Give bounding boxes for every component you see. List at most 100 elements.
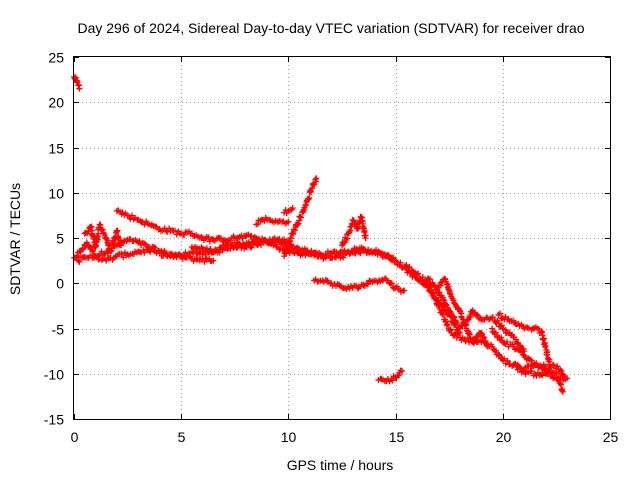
data-point [118, 242, 125, 249]
data-point [496, 352, 503, 359]
data-point [308, 185, 315, 192]
data-point [74, 252, 81, 259]
data-point [539, 372, 546, 379]
data-point [466, 331, 473, 338]
data-point [182, 249, 189, 256]
data-point [542, 342, 549, 349]
data-point [540, 335, 547, 342]
y-axis-label: SDTVAR / TECUs [7, 183, 23, 295]
data-point [210, 257, 217, 264]
y-tick-label: -5 [52, 322, 65, 338]
data-point [227, 245, 234, 252]
data-point [115, 235, 122, 242]
data-point [445, 286, 452, 293]
data-point [554, 363, 561, 370]
data-point [462, 321, 469, 328]
data-point [406, 264, 413, 271]
data-point [399, 368, 406, 375]
data-point [540, 336, 547, 343]
data-point [471, 340, 478, 347]
data-point [285, 218, 292, 225]
data-point [289, 230, 296, 237]
data-point [430, 282, 437, 289]
y-tick-label: 25 [48, 50, 64, 66]
data-point [76, 85, 83, 92]
data-point [401, 287, 408, 294]
data-point [462, 338, 469, 345]
data-point [181, 231, 188, 238]
data-point [261, 217, 268, 224]
data-point [559, 386, 566, 393]
data-point [436, 289, 443, 296]
data-point [528, 368, 535, 375]
data-point [414, 271, 421, 278]
data-point [440, 311, 447, 318]
data-point [248, 232, 255, 239]
data-point [504, 357, 511, 364]
data-point [89, 247, 96, 254]
data-point [76, 258, 83, 265]
data-point [306, 195, 313, 202]
data-point [514, 361, 521, 368]
data-point [392, 257, 399, 264]
data-point [390, 254, 397, 261]
data-point [123, 237, 130, 244]
y-tick-label: 10 [48, 186, 64, 202]
data-point [489, 314, 496, 321]
data-point [254, 221, 261, 228]
data-point [485, 316, 492, 323]
data-point [437, 282, 444, 289]
data-point [480, 333, 487, 340]
data-point [360, 247, 367, 254]
data-point [349, 216, 356, 223]
data-point [98, 256, 105, 263]
data-point [397, 259, 404, 266]
data-point [559, 372, 566, 379]
data-point [498, 315, 505, 322]
data-point [118, 250, 125, 257]
data-point [447, 326, 454, 333]
y-tick-label: 5 [56, 231, 64, 247]
y-tick-label: -15 [44, 412, 64, 428]
data-point [362, 235, 369, 241]
data-point [391, 258, 398, 265]
data-point [99, 226, 106, 233]
data-point [519, 349, 526, 355]
x-tick-label: 0 [71, 429, 79, 445]
data-point [129, 212, 136, 219]
data-point [474, 311, 481, 318]
data-point [542, 363, 549, 370]
data-point [478, 330, 485, 337]
data-point [561, 375, 568, 382]
data-point [136, 238, 143, 245]
data-point [177, 252, 184, 259]
data-points [71, 73, 571, 395]
x-axis-label: GPS time / hours [287, 457, 394, 473]
data-point [545, 365, 552, 372]
x-tick-label: 25 [603, 429, 619, 445]
data-point [415, 270, 422, 277]
data-point [442, 301, 449, 308]
x-tick-label: 15 [389, 429, 405, 445]
data-point [222, 242, 229, 249]
y-tick-label: 15 [48, 141, 64, 157]
data-point [467, 314, 474, 320]
data-point [544, 351, 551, 358]
data-point [302, 201, 309, 208]
data-point [85, 228, 92, 235]
data-point [533, 360, 540, 367]
data-point [501, 355, 508, 362]
data-point [513, 336, 520, 343]
plot-frame [73, 56, 611, 420]
data-point [283, 249, 290, 256]
data-point [120, 254, 127, 261]
data-point [540, 364, 547, 371]
y-tick-label: 0 [56, 276, 64, 292]
data-point [361, 246, 368, 253]
data-point [450, 313, 457, 320]
data-point [419, 274, 426, 281]
data-point [205, 234, 212, 241]
data-point [496, 310, 503, 317]
data-point [452, 330, 459, 337]
data-point [340, 254, 347, 261]
